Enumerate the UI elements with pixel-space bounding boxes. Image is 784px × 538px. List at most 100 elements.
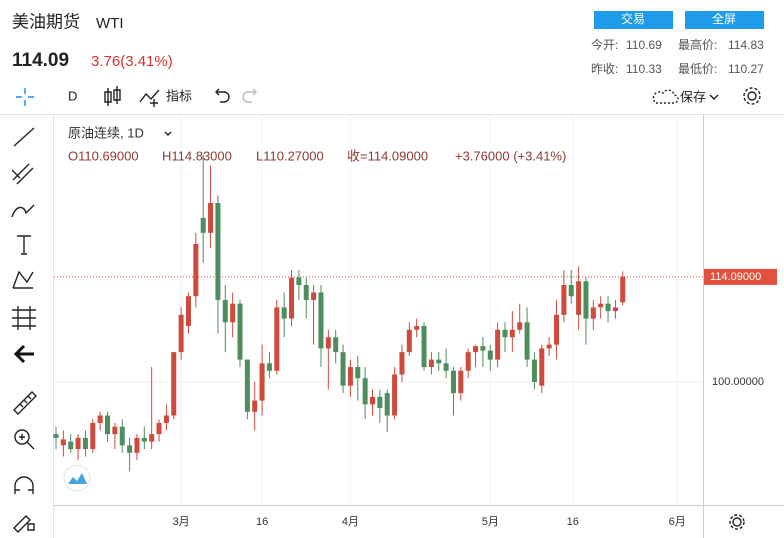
candle-body <box>340 352 346 386</box>
candle-body <box>620 276 626 303</box>
candle-body <box>281 307 287 319</box>
last-price-label: 114.09000 <box>710 271 761 283</box>
fullscreen-button-label[interactable]: 全屏 <box>712 11 736 26</box>
logo[interactable] <box>63 464 91 492</box>
candle-body <box>465 352 471 371</box>
candle-body <box>75 437 81 450</box>
save-menu[interactable] <box>709 94 719 100</box>
magnet-tool[interactable] <box>14 476 34 494</box>
candle-body <box>274 307 280 371</box>
settings-icon-ring <box>743 87 761 105</box>
candle-body <box>605 303 611 312</box>
candle-body <box>222 299 228 323</box>
candle-body <box>443 363 449 371</box>
legend-close: 收=114.09000 <box>347 148 428 163</box>
x-tick-label: 5月 <box>482 516 499 528</box>
line-tool[interactable] <box>13 127 35 147</box>
crosshair-icon[interactable] <box>16 88 34 106</box>
candle-body <box>546 344 552 349</box>
candle-body <box>97 415 103 423</box>
candle-body <box>502 329 508 338</box>
candle-body <box>392 374 398 416</box>
cloud-icon[interactable] <box>652 89 679 104</box>
candle-body <box>127 445 133 453</box>
x-tick-label: 16 <box>567 516 579 528</box>
undo-icon[interactable] <box>215 88 230 103</box>
indicators[interactable]: 指标 <box>166 88 192 103</box>
candle-body <box>163 415 169 423</box>
candle-body <box>568 285 574 297</box>
candle-body <box>561 285 567 315</box>
interval[interactable]: D <box>68 88 77 103</box>
candle-body <box>119 426 125 446</box>
candle-body <box>531 359 537 382</box>
plot-area: 3月 16 4月 5月 16 6月 100.00000 114.09000 <box>53 115 777 528</box>
stat-value: 110.33 <box>626 62 662 76</box>
zoom-tool[interactable] <box>14 429 30 445</box>
redo-icon[interactable] <box>242 88 257 103</box>
top-toolbar: D 指标 保存 <box>16 86 761 107</box>
left-toolbar <box>11 127 37 533</box>
candle-body <box>105 415 111 435</box>
fib-tool[interactable] <box>11 163 34 185</box>
trade-button[interactable] <box>594 11 673 29</box>
candle-body <box>428 359 434 368</box>
x-tick-label: 3月 <box>173 516 190 528</box>
brush-tool[interactable] <box>11 204 35 218</box>
candle-body <box>362 378 368 405</box>
stat-label: 最高价: <box>678 37 717 52</box>
candle-body <box>554 314 560 345</box>
title: 美油期货 <box>12 12 80 31</box>
x-tick-label: 16 <box>256 516 268 528</box>
candle-body <box>450 370 456 394</box>
legend-change: +3.76000 (+3.41%) <box>455 148 566 163</box>
candle-body <box>458 370 464 394</box>
candle-body <box>590 307 596 319</box>
candle-body <box>399 352 405 375</box>
axis-settings-ring <box>729 514 745 530</box>
candle-body <box>252 400 258 412</box>
lock-tool[interactable] <box>13 515 35 533</box>
text-tool[interactable] <box>17 235 31 255</box>
candle-body <box>377 396 383 409</box>
candle-body <box>237 303 243 360</box>
candle-body <box>539 348 545 386</box>
candle-body <box>612 307 618 312</box>
candle-body <box>355 367 361 379</box>
measure-tool[interactable] <box>12 306 36 330</box>
stat-label: 今开: <box>591 37 618 52</box>
candle-body <box>289 277 295 319</box>
last-price-box <box>704 268 777 285</box>
fullscreen-button[interactable] <box>685 11 764 29</box>
candle-body <box>185 296 191 327</box>
candle-body <box>325 337 331 349</box>
logo-icon <box>68 473 87 484</box>
save[interactable]: 保存 <box>680 89 706 104</box>
axis-settings[interactable] <box>732 517 742 527</box>
indicator-icon[interactable] <box>139 89 160 107</box>
candle-body <box>266 363 272 371</box>
candle-body <box>509 329 515 338</box>
candle-body <box>53 434 59 438</box>
candle-body <box>193 244 199 297</box>
candle-body <box>112 426 118 435</box>
legend-menu[interactable] <box>164 131 172 136</box>
settings-icon[interactable] <box>747 91 757 101</box>
candle-body <box>576 281 582 315</box>
candle-body <box>495 329 501 360</box>
candle-body <box>303 285 309 300</box>
candle-body <box>215 202 221 300</box>
candle-body <box>406 329 412 353</box>
pattern-tool[interactable] <box>12 270 34 289</box>
ruler-tool[interactable] <box>13 391 37 415</box>
candle-body <box>583 281 589 319</box>
candle-icon[interactable] <box>104 86 121 106</box>
candle-body <box>230 303 236 323</box>
candle-body <box>487 350 493 360</box>
legend-open: O110.69000 <box>68 148 139 163</box>
trade-button-label[interactable]: 交易 <box>621 11 645 26</box>
back-tool[interactable] <box>13 344 34 364</box>
candle-body <box>171 352 177 416</box>
price: 114.09 <box>12 50 69 71</box>
